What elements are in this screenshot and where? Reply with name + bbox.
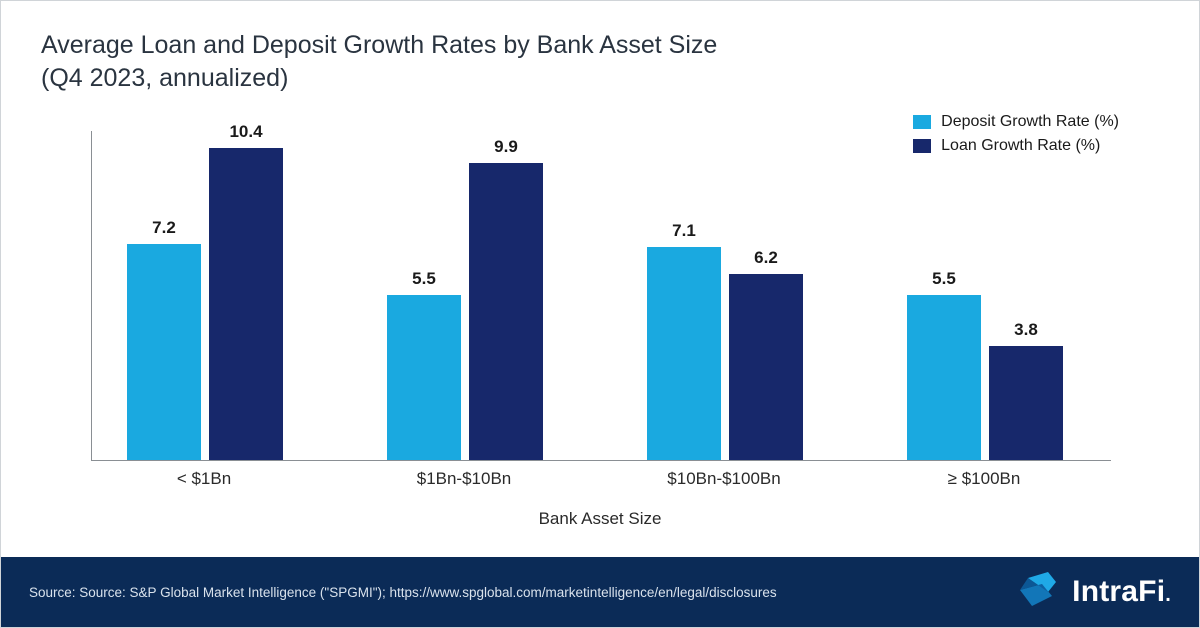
category-labels: < $1Bn $1Bn-$10Bn $10Bn-$100Bn ≥ $100Bn	[91, 469, 1111, 499]
footer-bar: Source: Source: S&P Global Market Intell…	[1, 557, 1199, 627]
bar-label-deposit-0: 7.2	[127, 218, 201, 244]
bar-label-deposit-2: 7.1	[647, 221, 721, 247]
bar-loan-2: 6.2	[729, 274, 803, 460]
category-label-2: $10Bn-$100Bn	[606, 469, 842, 489]
bar-label-loan-3: 3.8	[989, 320, 1063, 346]
brand-mark-icon	[1018, 572, 1062, 612]
category-label-3: ≥ $100Bn	[866, 469, 1102, 489]
bar-loan-3: 3.8	[989, 346, 1063, 460]
bar-deposit-1: 5.5	[387, 295, 461, 460]
source-text: Source: Source: S&P Global Market Intell…	[29, 585, 777, 600]
bar-label-deposit-1: 5.5	[387, 269, 461, 295]
bar-group-3: 5.5 3.8	[907, 295, 1063, 460]
bar-group-0: 7.2 10.4	[127, 148, 283, 460]
bar-label-loan-2: 6.2	[729, 248, 803, 274]
legend-item-deposit: Deposit Growth Rate (%)	[913, 113, 1119, 131]
chart-title: Average Loan and Deposit Growth Rates by…	[41, 29, 717, 94]
bar-group-1: 5.5 9.9	[387, 163, 543, 460]
legend-label-deposit: Deposit Growth Rate (%)	[941, 113, 1119, 131]
bar-label-loan-0: 10.4	[209, 122, 283, 148]
bar-deposit-0: 7.2	[127, 244, 201, 460]
bar-label-deposit-3: 5.5	[907, 269, 981, 295]
title-line-1: Average Loan and Deposit Growth Rates by…	[41, 29, 717, 62]
brand-logo: IntraFi.	[1018, 572, 1171, 612]
bar-deposit-2: 7.1	[647, 247, 721, 460]
legend-swatch-deposit	[913, 115, 931, 129]
bar-loan-0: 10.4	[209, 148, 283, 460]
brand-name: IntraFi.	[1072, 575, 1171, 609]
category-label-1: $1Bn-$10Bn	[346, 469, 582, 489]
title-line-2: (Q4 2023, annualized)	[41, 62, 717, 95]
brand-dot-icon: .	[1165, 584, 1171, 606]
brand-name-text: IntraFi	[1072, 575, 1165, 608]
bar-group-2: 7.1 6.2	[647, 247, 803, 460]
bar-deposit-3: 5.5	[907, 295, 981, 460]
bar-loan-1: 9.9	[469, 163, 543, 460]
category-label-0: < $1Bn	[86, 469, 322, 489]
bar-label-loan-1: 9.9	[469, 137, 543, 163]
chart-plot-area: 7.2 10.4 5.5 9.9 7.1 6.2	[91, 131, 1111, 461]
figure-frame: Average Loan and Deposit Growth Rates by…	[0, 0, 1200, 628]
x-axis-title: Bank Asset Size	[1, 509, 1199, 529]
